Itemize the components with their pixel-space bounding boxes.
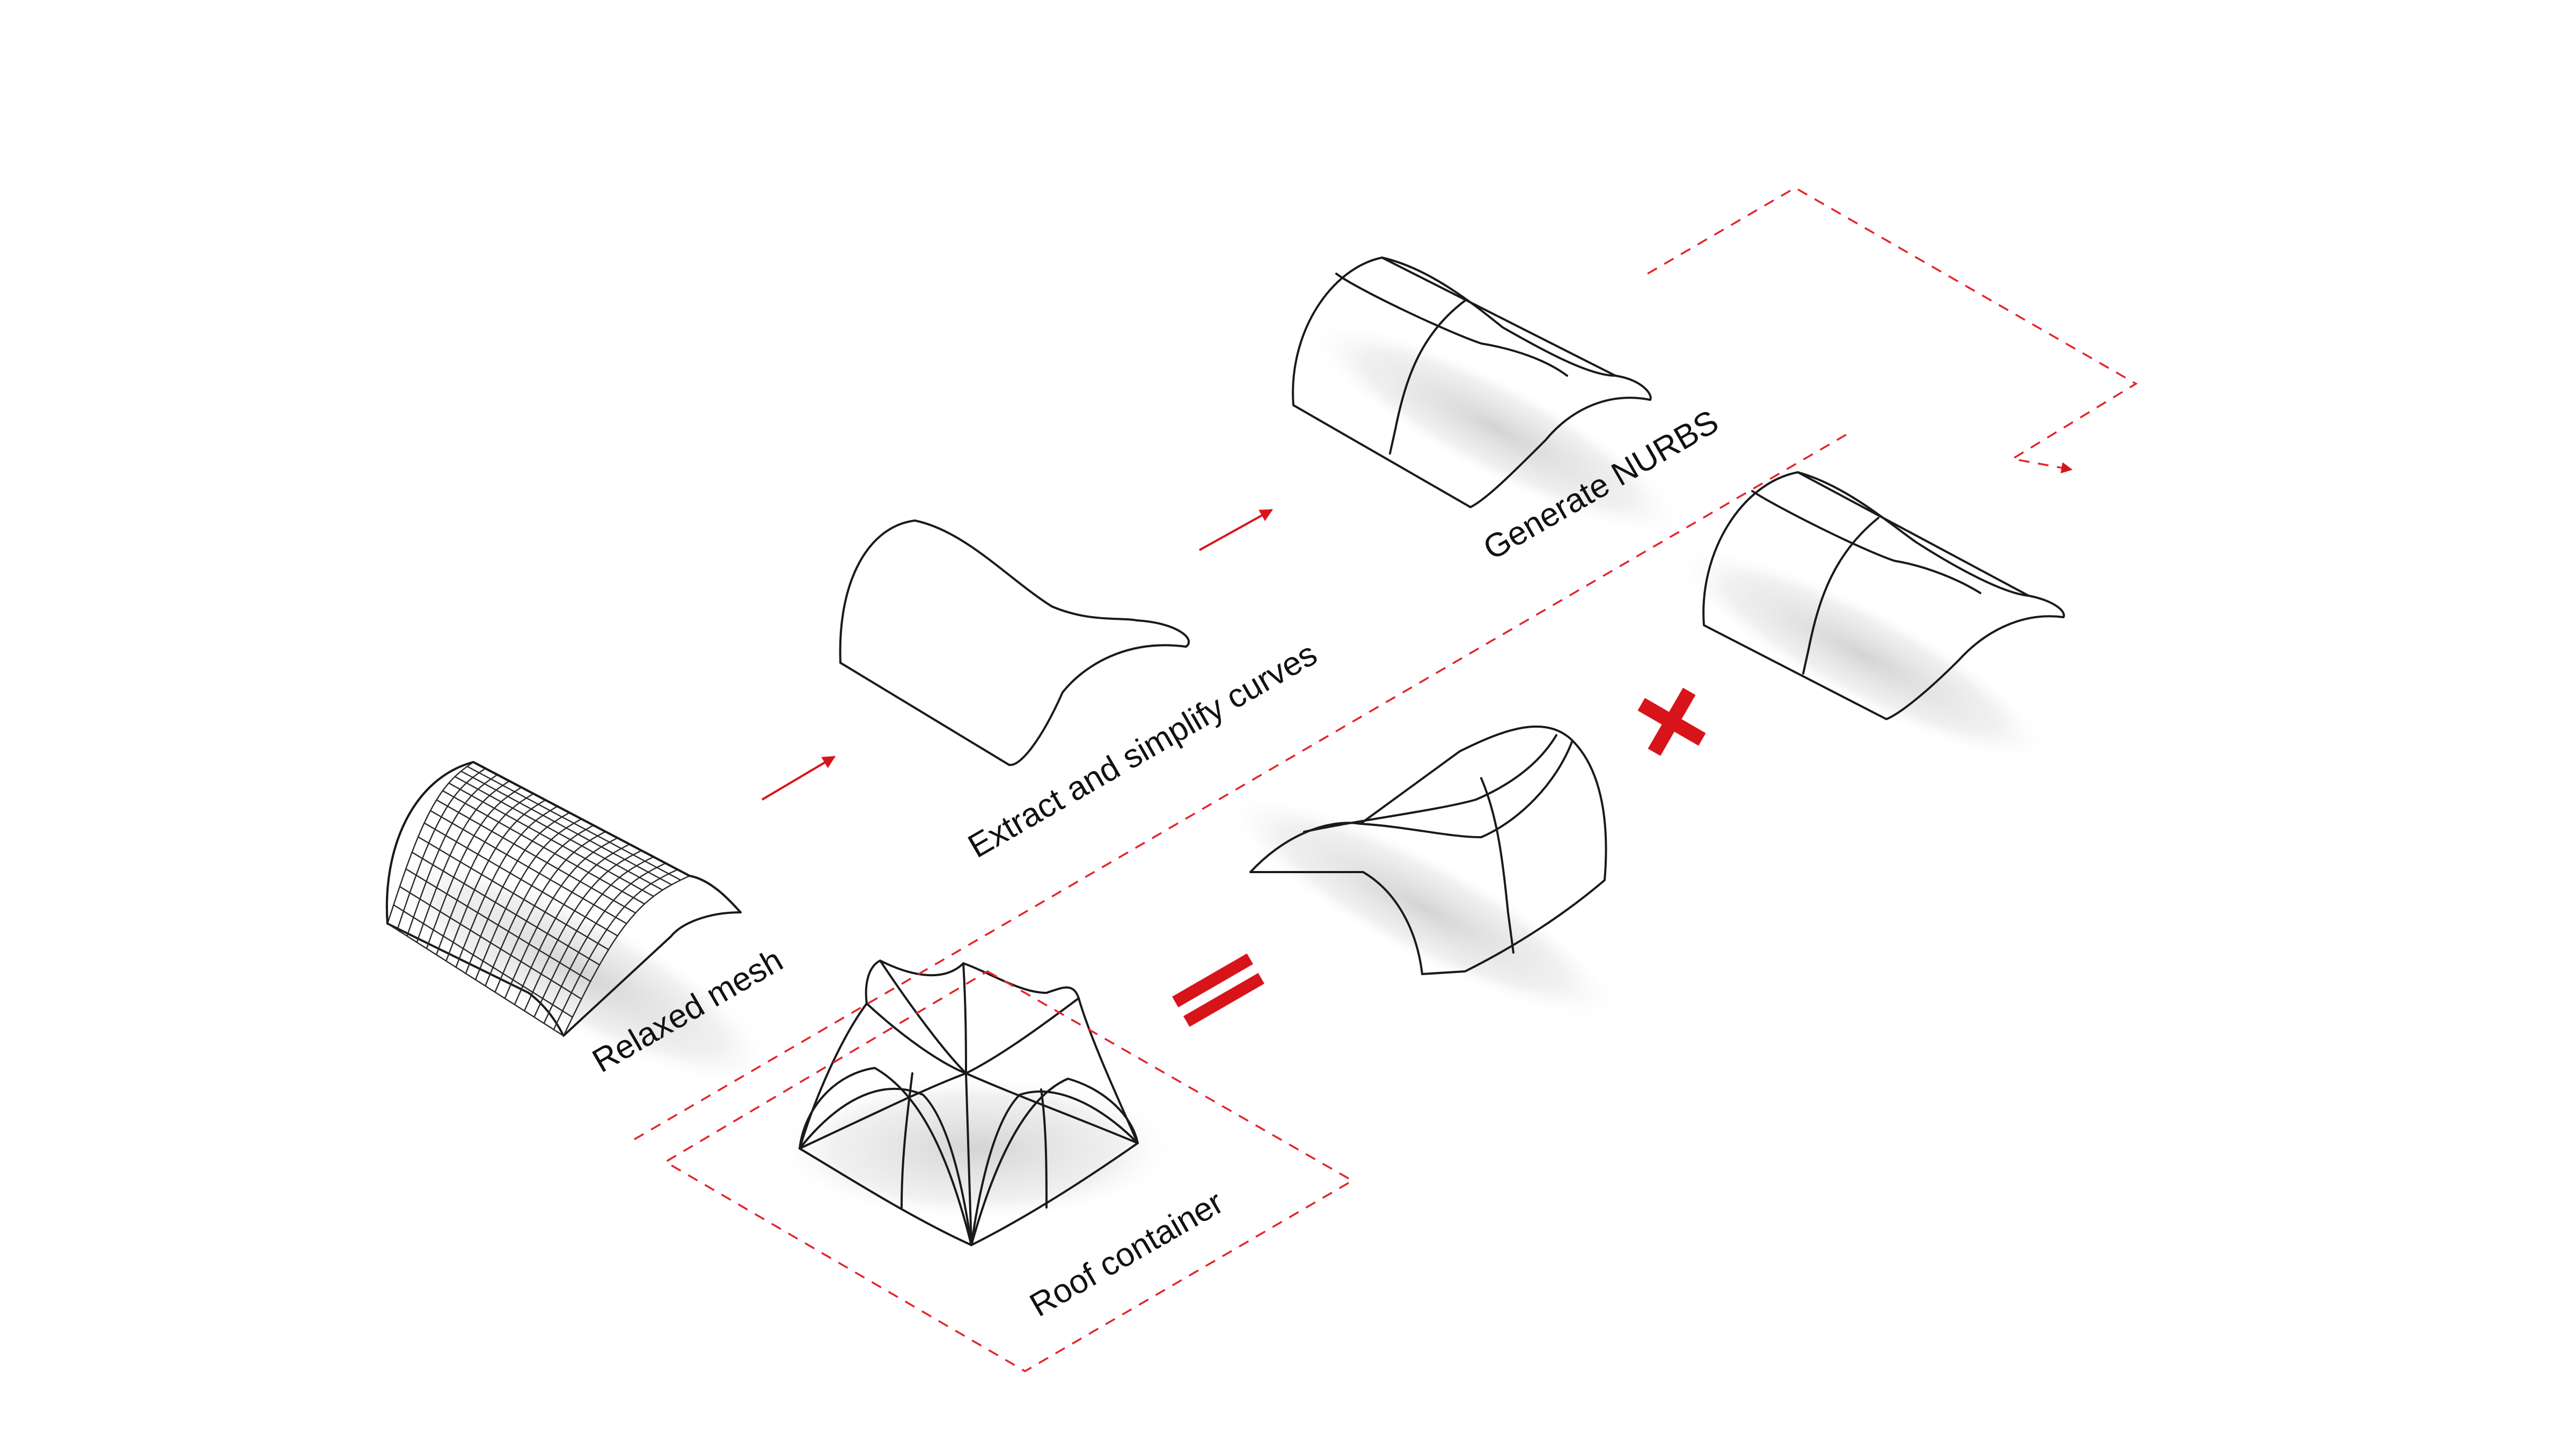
mesh-grid-line	[494, 831, 606, 993]
shadow-roof	[773, 1073, 1181, 1224]
mesh-grid-line	[465, 812, 570, 974]
relaxed-mesh-shape	[386, 761, 742, 1037]
mesh-grid-line	[524, 850, 642, 1012]
roof-side-left	[799, 1067, 972, 1246]
mesh-grid-line	[533, 856, 654, 1018]
mesh-grid-line	[416, 780, 510, 943]
mesh-grid-line	[397, 767, 486, 930]
curve-base	[839, 662, 1010, 766]
mesh-grid-line	[455, 806, 558, 968]
mesh-grid-line	[406, 774, 498, 936]
mesh-outline	[386, 761, 742, 925]
mesh-grid-line	[514, 844, 630, 1005]
shadow-nurbs-top	[1306, 320, 1688, 539]
mesh-grid-line	[485, 824, 594, 986]
nurbs-surface-right	[1702, 471, 2065, 720]
flow-arrows	[761, 509, 1274, 801]
roof-top	[799, 960, 1139, 1246]
nurbs-surface-top	[1292, 257, 1652, 508]
mesh-grid-line	[435, 793, 534, 955]
shadows	[378, 320, 2053, 1224]
curve-ridge	[914, 519, 1138, 621]
mesh-grid-lines	[386, 761, 690, 1037]
shadow-nurbs-middle	[1221, 792, 1623, 1022]
extracted-curves-shape	[839, 519, 1190, 766]
roof-container-shape	[799, 960, 1139, 1246]
plus-operator	[1637, 687, 1706, 756]
mesh-grid-line	[426, 787, 522, 949]
curve-front-arch	[839, 519, 916, 664]
dashed-feedback-loop	[1647, 186, 2138, 473]
arrow-mesh-to-curves[interactable]	[761, 756, 836, 801]
mesh-grid-line	[553, 869, 678, 1030]
mesh-grid-line	[474, 818, 582, 980]
equals-operator	[1172, 953, 1264, 1027]
dashed-roof-box	[663, 970, 1355, 1373]
shadow-mesh	[378, 853, 781, 1089]
mesh-grid-line	[504, 837, 618, 999]
nurbs-surface-middle	[1249, 725, 1607, 975]
mesh-grid-line	[543, 862, 666, 1024]
mesh-grid-line	[445, 799, 546, 962]
mesh-grid-line	[386, 762, 474, 924]
arrow-curves-to-nurbs[interactable]	[1199, 509, 1274, 551]
dashed-divider	[627, 434, 1847, 1144]
curve-back-arch	[1008, 619, 1190, 766]
dashed-guides	[627, 186, 2138, 1373]
shadow-nurbs-right	[1671, 545, 2053, 764]
mesh-grid-line	[562, 875, 690, 1036]
